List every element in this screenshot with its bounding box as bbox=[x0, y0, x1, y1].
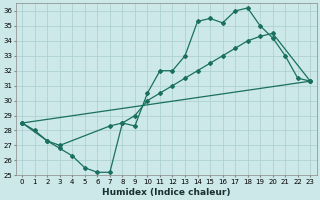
X-axis label: Humidex (Indice chaleur): Humidex (Indice chaleur) bbox=[102, 188, 230, 197]
